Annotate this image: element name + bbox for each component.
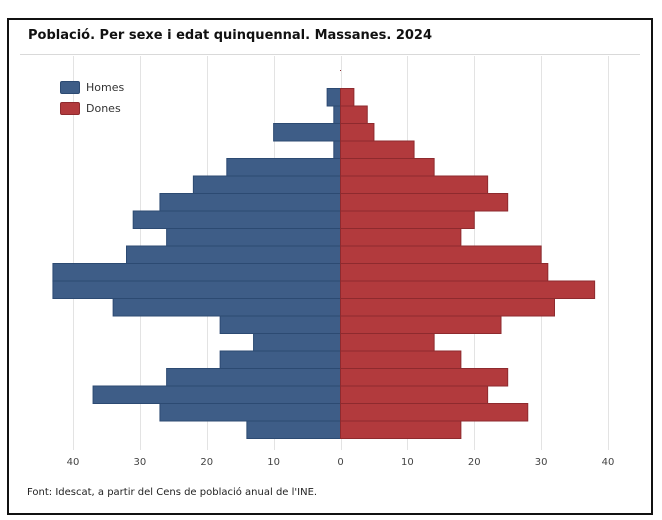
bar-homes-16 [219, 350, 341, 369]
legend-item-dones[interactable]: Dones [60, 98, 124, 119]
x-tick-label-6: 20 [468, 457, 481, 468]
bar-homes-13 [112, 298, 341, 317]
x-tick-label-0: 40 [67, 457, 80, 468]
chart-frame: Població. Per sexe i edat quinquennal. M… [7, 18, 653, 515]
bar-dones-10 [340, 245, 542, 264]
bar-dones-19 [340, 403, 529, 422]
bar-homes-11 [52, 263, 341, 282]
bar-dones-5 [340, 158, 435, 177]
bar-homes-15 [253, 333, 341, 352]
x-tick-label-8: 40 [602, 457, 615, 468]
bar-homes-9 [166, 228, 341, 247]
bar-dones-4 [340, 140, 415, 159]
bar-homes-4 [333, 140, 341, 159]
bar-homes-19 [159, 403, 341, 422]
legend-label-homes: Homes [86, 81, 125, 94]
x-tick-label-3: 10 [267, 457, 280, 468]
bar-dones-15 [340, 333, 435, 352]
x-tick-label-2: 20 [200, 457, 213, 468]
legend-label-dones: Dones [86, 102, 121, 115]
title-divider [20, 54, 640, 55]
bar-homes-17 [166, 368, 341, 387]
bar-homes-6 [192, 175, 341, 194]
legend: Homes Dones [60, 77, 124, 119]
bar-homes-7 [159, 193, 341, 212]
bar-dones-20 [340, 420, 462, 439]
legend-swatch-dones [60, 102, 80, 115]
bar-homes-5 [226, 158, 341, 177]
bar-homes-14 [219, 315, 341, 334]
x-tick-label-5: 10 [401, 457, 414, 468]
bar-dones-18 [340, 385, 489, 404]
bar-dones-14 [340, 315, 502, 334]
bar-dones-6 [340, 175, 489, 194]
bar-homes-10 [126, 245, 341, 264]
bar-homes-2 [333, 105, 341, 124]
bar-dones-16 [340, 350, 462, 369]
bar-dones-9 [340, 228, 462, 247]
x-tick-label-7: 30 [535, 457, 548, 468]
bar-dones-8 [340, 210, 475, 229]
bar-homes-8 [132, 210, 341, 229]
bar-dones-2 [340, 105, 368, 124]
bar-dones-17 [340, 368, 509, 387]
bar-homes-1 [326, 88, 341, 107]
chart-title: Població. Per sexe i edat quinquennal. M… [28, 28, 432, 43]
bar-dones-3 [340, 123, 375, 142]
bar-homes-20 [246, 420, 341, 439]
bar-dones-13 [340, 298, 555, 317]
bar-homes-12 [52, 280, 341, 299]
x-tick-label-4: 0 [337, 457, 343, 468]
pyramid-chart: 40 30 20 10 0 10 20 30 40 [52, 56, 615, 468]
legend-item-homes[interactable]: Homes [60, 77, 124, 98]
bar-homes-3 [273, 123, 341, 142]
bar-dones-1 [340, 88, 355, 107]
bar-dones-11 [340, 263, 549, 282]
bar-dones-7 [340, 193, 509, 212]
x-tick-label-1: 30 [134, 457, 147, 468]
source-note: Font: Idescat, a partir del Cens de pobl… [27, 487, 318, 498]
bar-homes-18 [92, 385, 341, 404]
bar-dones-12 [340, 280, 596, 299]
legend-swatch-homes [60, 81, 80, 94]
